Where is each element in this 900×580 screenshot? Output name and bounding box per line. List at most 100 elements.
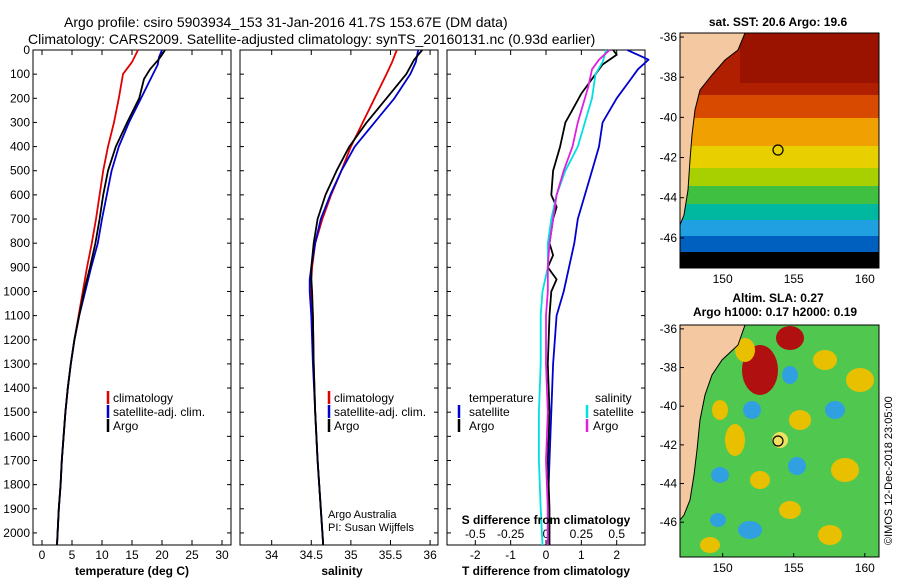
s-tick-label: -0.5 <box>465 527 486 541</box>
lat-tick-label: -42 <box>660 438 678 452</box>
y-tick-label: 1200 <box>3 333 30 347</box>
x-tick-label: 1 <box>578 548 585 562</box>
lon-tick-label: 155 <box>784 561 804 575</box>
y-tick-label: 300 <box>10 115 30 129</box>
temperature-axis-label: temperature (deg C) <box>75 564 189 578</box>
x-tick-label: 2 <box>613 548 620 562</box>
y-tick-label: 400 <box>10 140 30 154</box>
x-tick-label: 34 <box>265 548 279 562</box>
y-tick-label: 1500 <box>3 405 30 419</box>
s-tick-label: -0.25 <box>497 527 525 541</box>
legend-label-satellite: satellite-adj. clim. <box>113 405 205 419</box>
s-tick-label: 0.25 <box>570 527 594 541</box>
y-tick-label: 200 <box>10 91 30 105</box>
lat-tick-label: -36 <box>660 322 678 336</box>
x-tick-label: -1 <box>505 548 516 562</box>
legend-label-climatology: climatology <box>113 391 173 405</box>
x-tick-label: 36 <box>423 548 437 562</box>
legend-label-argo: Argo <box>113 419 139 433</box>
sla-map-frame <box>679 324 880 558</box>
y-tick-label: 100 <box>10 67 30 81</box>
profile-lines <box>56 49 650 546</box>
sla-map-title-1: Altim. SLA: 0.27 <box>732 291 824 305</box>
sst-map-ticks: 150 155 160 -36 -38 -40 -42 -44 -46 <box>660 30 875 286</box>
y-tick-label: 500 <box>10 164 30 178</box>
lat-tick-label: -44 <box>660 477 678 491</box>
title-line-2: Climatology: CARS2009. Satellite-adjuste… <box>28 31 595 47</box>
series-line-argo <box>310 49 423 546</box>
y-tick-label: 2000 <box>3 526 30 540</box>
sst-map-title: sat. SST: 20.6 Argo: 19.6 <box>709 15 848 29</box>
y-tick-label: 0 <box>23 43 30 57</box>
y-tick-label: 1300 <box>3 357 30 371</box>
sst-land <box>680 33 746 226</box>
legend-label-s-satellite: satellite <box>593 405 634 419</box>
salinity-legend: climatology satellite-adj. clim. Argo <box>327 391 426 433</box>
credit-line-2: PI: Susan Wijffels <box>328 522 414 534</box>
series-line-s-satellite <box>538 49 607 546</box>
x-tick-label: 35.5 <box>379 548 403 562</box>
x-tick-label: 0 <box>543 548 550 562</box>
legend-label-satellite: satellite-adj. clim. <box>334 405 426 419</box>
lat-tick-label: -46 <box>660 515 678 529</box>
title-line-1: Argo profile: csiro 5903934_153 31-Jan-2… <box>64 14 508 30</box>
s-tick-label: 0.5 <box>608 527 625 541</box>
salinity-axis-label: salinity <box>321 564 363 578</box>
salinity-panel <box>239 49 439 546</box>
y-tick-label: 1700 <box>3 453 30 467</box>
x-tick-label: 25 <box>185 548 199 562</box>
legend-label-t-argo: Argo <box>469 419 495 433</box>
x-tick-label: 10 <box>95 548 109 562</box>
lon-tick-label: 160 <box>855 561 875 575</box>
lat-tick-label: -36 <box>660 30 678 44</box>
x-tick-label: 34.5 <box>300 548 324 562</box>
sst-argo-marker <box>772 144 784 156</box>
y-tick-label: 1100 <box>4 309 30 323</box>
x-tick-label: 5 <box>69 548 76 562</box>
legend-label-t-satellite: satellite <box>469 405 510 419</box>
sst-map <box>680 33 879 268</box>
y-tick-label: 1900 <box>3 502 30 516</box>
lon-tick-label: 150 <box>713 272 733 286</box>
lat-tick-label: -42 <box>660 151 678 165</box>
lat-tick-label: -44 <box>660 191 678 205</box>
x-tick-label: 0 <box>39 548 46 562</box>
s-difference-axis-label: S difference from climatology <box>462 513 631 527</box>
legend-title-temperature: temperature <box>469 391 534 405</box>
difference-axis-label: T difference from climatology <box>462 564 630 578</box>
difference-legend: temperature satellite Argo salinity sate… <box>457 391 634 433</box>
x-tick-label: 35 <box>344 548 358 562</box>
imos-stamp: ©IMOS 12-Dec-2018 23:05:00 <box>883 396 895 545</box>
temperature-panel <box>32 49 232 546</box>
y-tick-label: 1600 <box>3 429 30 443</box>
s-tick-label: 0 <box>543 527 550 541</box>
credit-line-1: Argo Australia <box>328 509 397 521</box>
axis-ticks: 0 5 10 15 20 25 300100200300400500600700800900… <box>3 43 645 562</box>
y-tick-label: 1800 <box>3 478 30 492</box>
y-tick-label: 700 <box>10 212 30 226</box>
y-tick-label: 600 <box>10 188 30 202</box>
lat-tick-label: -38 <box>660 70 678 84</box>
sla-map-ticks: 150 155 160 -36 -38 -40 -42 -44 -46 <box>660 322 875 575</box>
y-tick-label: 800 <box>10 236 30 250</box>
y-tick-label: 1400 <box>3 381 30 395</box>
y-tick-label: 900 <box>10 260 30 274</box>
x-tick-label: -2 <box>470 548 481 562</box>
lat-tick-label: -46 <box>660 231 678 245</box>
lat-tick-label: -40 <box>660 110 678 124</box>
temperature-legend: climatology satellite-adj. clim. Argo <box>106 391 205 433</box>
lon-tick-label: 150 <box>713 561 733 575</box>
sla-land <box>680 325 746 521</box>
sla-map <box>680 325 879 557</box>
sla-argo-marker <box>772 435 784 447</box>
lon-tick-label: 155 <box>784 272 804 286</box>
sla-map-title-2: Argo h1000: 0.17 h2000: 0.19 <box>693 305 857 319</box>
x-tick-label: 30 <box>215 548 229 562</box>
legend-label-argo: Argo <box>334 419 360 433</box>
lat-tick-label: -40 <box>660 399 678 413</box>
lon-tick-label: 160 <box>855 272 875 286</box>
lat-tick-label: -38 <box>660 361 678 375</box>
series-line-argo <box>56 49 166 546</box>
series-line-s-argo <box>545 49 611 545</box>
